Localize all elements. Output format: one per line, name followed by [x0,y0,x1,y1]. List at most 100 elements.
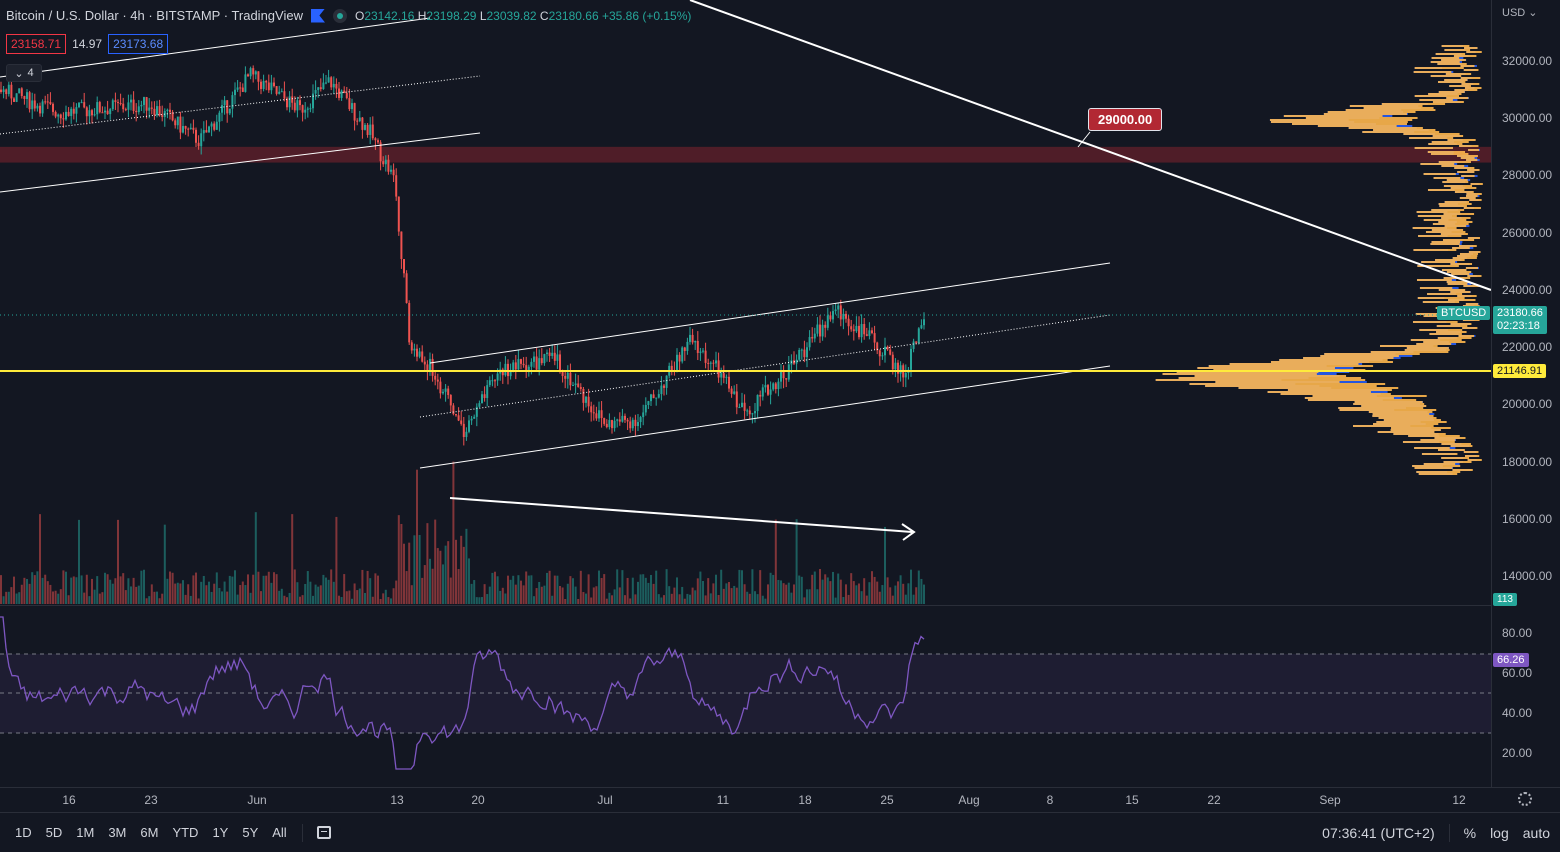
volume-bar [816,589,819,604]
candle-body [306,108,309,110]
candle-body [509,371,512,377]
candle-body [845,313,847,319]
range-all-button[interactable]: All [272,825,287,840]
volume-bar [158,598,161,604]
volume-bar [611,595,613,604]
candle-body [88,110,91,117]
volume-bar [631,577,634,604]
volume-profile-bar [1421,261,1456,263]
range-5d-button[interactable]: 5D [45,825,63,840]
volume-profile-bar [1448,299,1476,301]
volume-bar [119,576,122,604]
symbol-title[interactable]: Bitcoin / U.S. Dollar · 4h · BITSTAMP · … [6,8,303,23]
candle-body [748,410,751,415]
volume-profile-bar [1229,363,1359,365]
market-status-icon[interactable] [332,8,347,23]
volume-profile-bar [1449,85,1471,87]
sell-button[interactable]: 23158.71 [6,34,67,54]
candle-body [715,360,717,364]
volume-profile-bar [1421,453,1458,455]
auto-scale-toggle[interactable]: auto [1522,824,1550,841]
volume-profile-bar [1467,169,1480,171]
gear-icon[interactable] [1518,792,1532,806]
time-axis[interactable]: 16 23 Jun 13 20 Jul 11 18 25 Aug 8 15 22… [0,787,1560,813]
volume-profile-bar [1454,167,1475,169]
volume-bar [67,595,70,604]
volume-bar [317,586,320,604]
indicators-toggle-button[interactable]: ⌄ 4 [6,64,42,82]
volume-bar [200,581,203,604]
currency-select[interactable]: USD ⌄ [1502,7,1538,19]
candle-body [431,358,434,376]
candle-body [189,127,192,130]
volume-profile-bar [1348,127,1423,129]
calendar-icon[interactable] [316,826,331,839]
volume-bar [629,598,632,604]
candle-body [28,92,31,110]
buy-button[interactable]: 23173.68 [108,34,169,54]
rsi-tick: 40.00 [1502,706,1533,720]
candle-body [436,379,439,382]
candle-body [148,107,151,111]
volume-bar [449,577,452,604]
volume-profile-bar [1442,181,1469,183]
volume-profile-bar [1417,297,1465,299]
volume-bar [702,580,704,604]
volume-bar [488,586,491,604]
candle-body [36,105,39,109]
range-5y-button[interactable]: 5Y [242,825,259,840]
candle-body [460,420,463,424]
percent-scale-toggle[interactable]: % [1463,824,1477,841]
candle-body [384,159,387,165]
candle-body [455,414,457,416]
candle-body [886,346,889,350]
candle-body [143,97,145,105]
candle-body [195,129,197,143]
candle-body [813,333,816,339]
clock-display[interactable]: 07:36:41 (UTC+2) [1322,824,1435,841]
volume-bar [657,594,660,604]
candle-body [481,394,483,404]
candle-body [847,318,850,327]
volume-profile-bar [1338,407,1424,409]
volume-bar [587,574,590,604]
volume-profile-bar [1459,197,1476,199]
range-1d-button[interactable]: 1D [15,825,32,840]
volume-bar [184,594,187,604]
range-3m-button[interactable]: 3M [108,825,127,840]
candle-body [577,383,580,387]
volume-bar [166,578,169,604]
flag-icon[interactable] [310,8,325,23]
price-scale[interactable]: USD ⌄ 32000.00 30000.00 28000.00 26000.0… [1491,0,1560,787]
candle-body [234,89,236,96]
volume-profile-bar [1470,183,1483,185]
candle-body [421,351,424,362]
volume-bar [647,582,650,604]
candle-body [650,394,652,402]
log-scale-toggle[interactable]: log [1490,824,1509,841]
range-6m-button[interactable]: 6M [140,825,159,840]
volume-bar [390,598,392,604]
candle-body [808,337,811,348]
candle-body [616,419,619,421]
range-1y-button[interactable]: 1Y [212,825,229,840]
price-callout[interactable]: 29000.00 [1088,108,1163,131]
range-1m-button[interactable]: 1M [76,825,95,840]
volume-profile-bar [1457,295,1477,297]
candle-body [657,394,660,398]
candle-body [543,354,546,364]
volume-profile-bar [1372,423,1439,425]
volume-bar [743,584,746,604]
pane-separator[interactable] [0,605,1491,606]
volume-bar [75,577,78,604]
volume-bar [832,571,834,604]
volume-bar [686,593,689,604]
volume-profile-bar [1444,79,1468,81]
range-ytd-button[interactable]: YTD [172,825,199,840]
volume-profile-bar [1460,77,1481,79]
main-chart[interactable] [0,0,1491,787]
volume-bar [834,597,837,604]
volume-bar [418,534,421,604]
candle-body [865,334,868,336]
volume-profile-bar [1419,329,1463,331]
